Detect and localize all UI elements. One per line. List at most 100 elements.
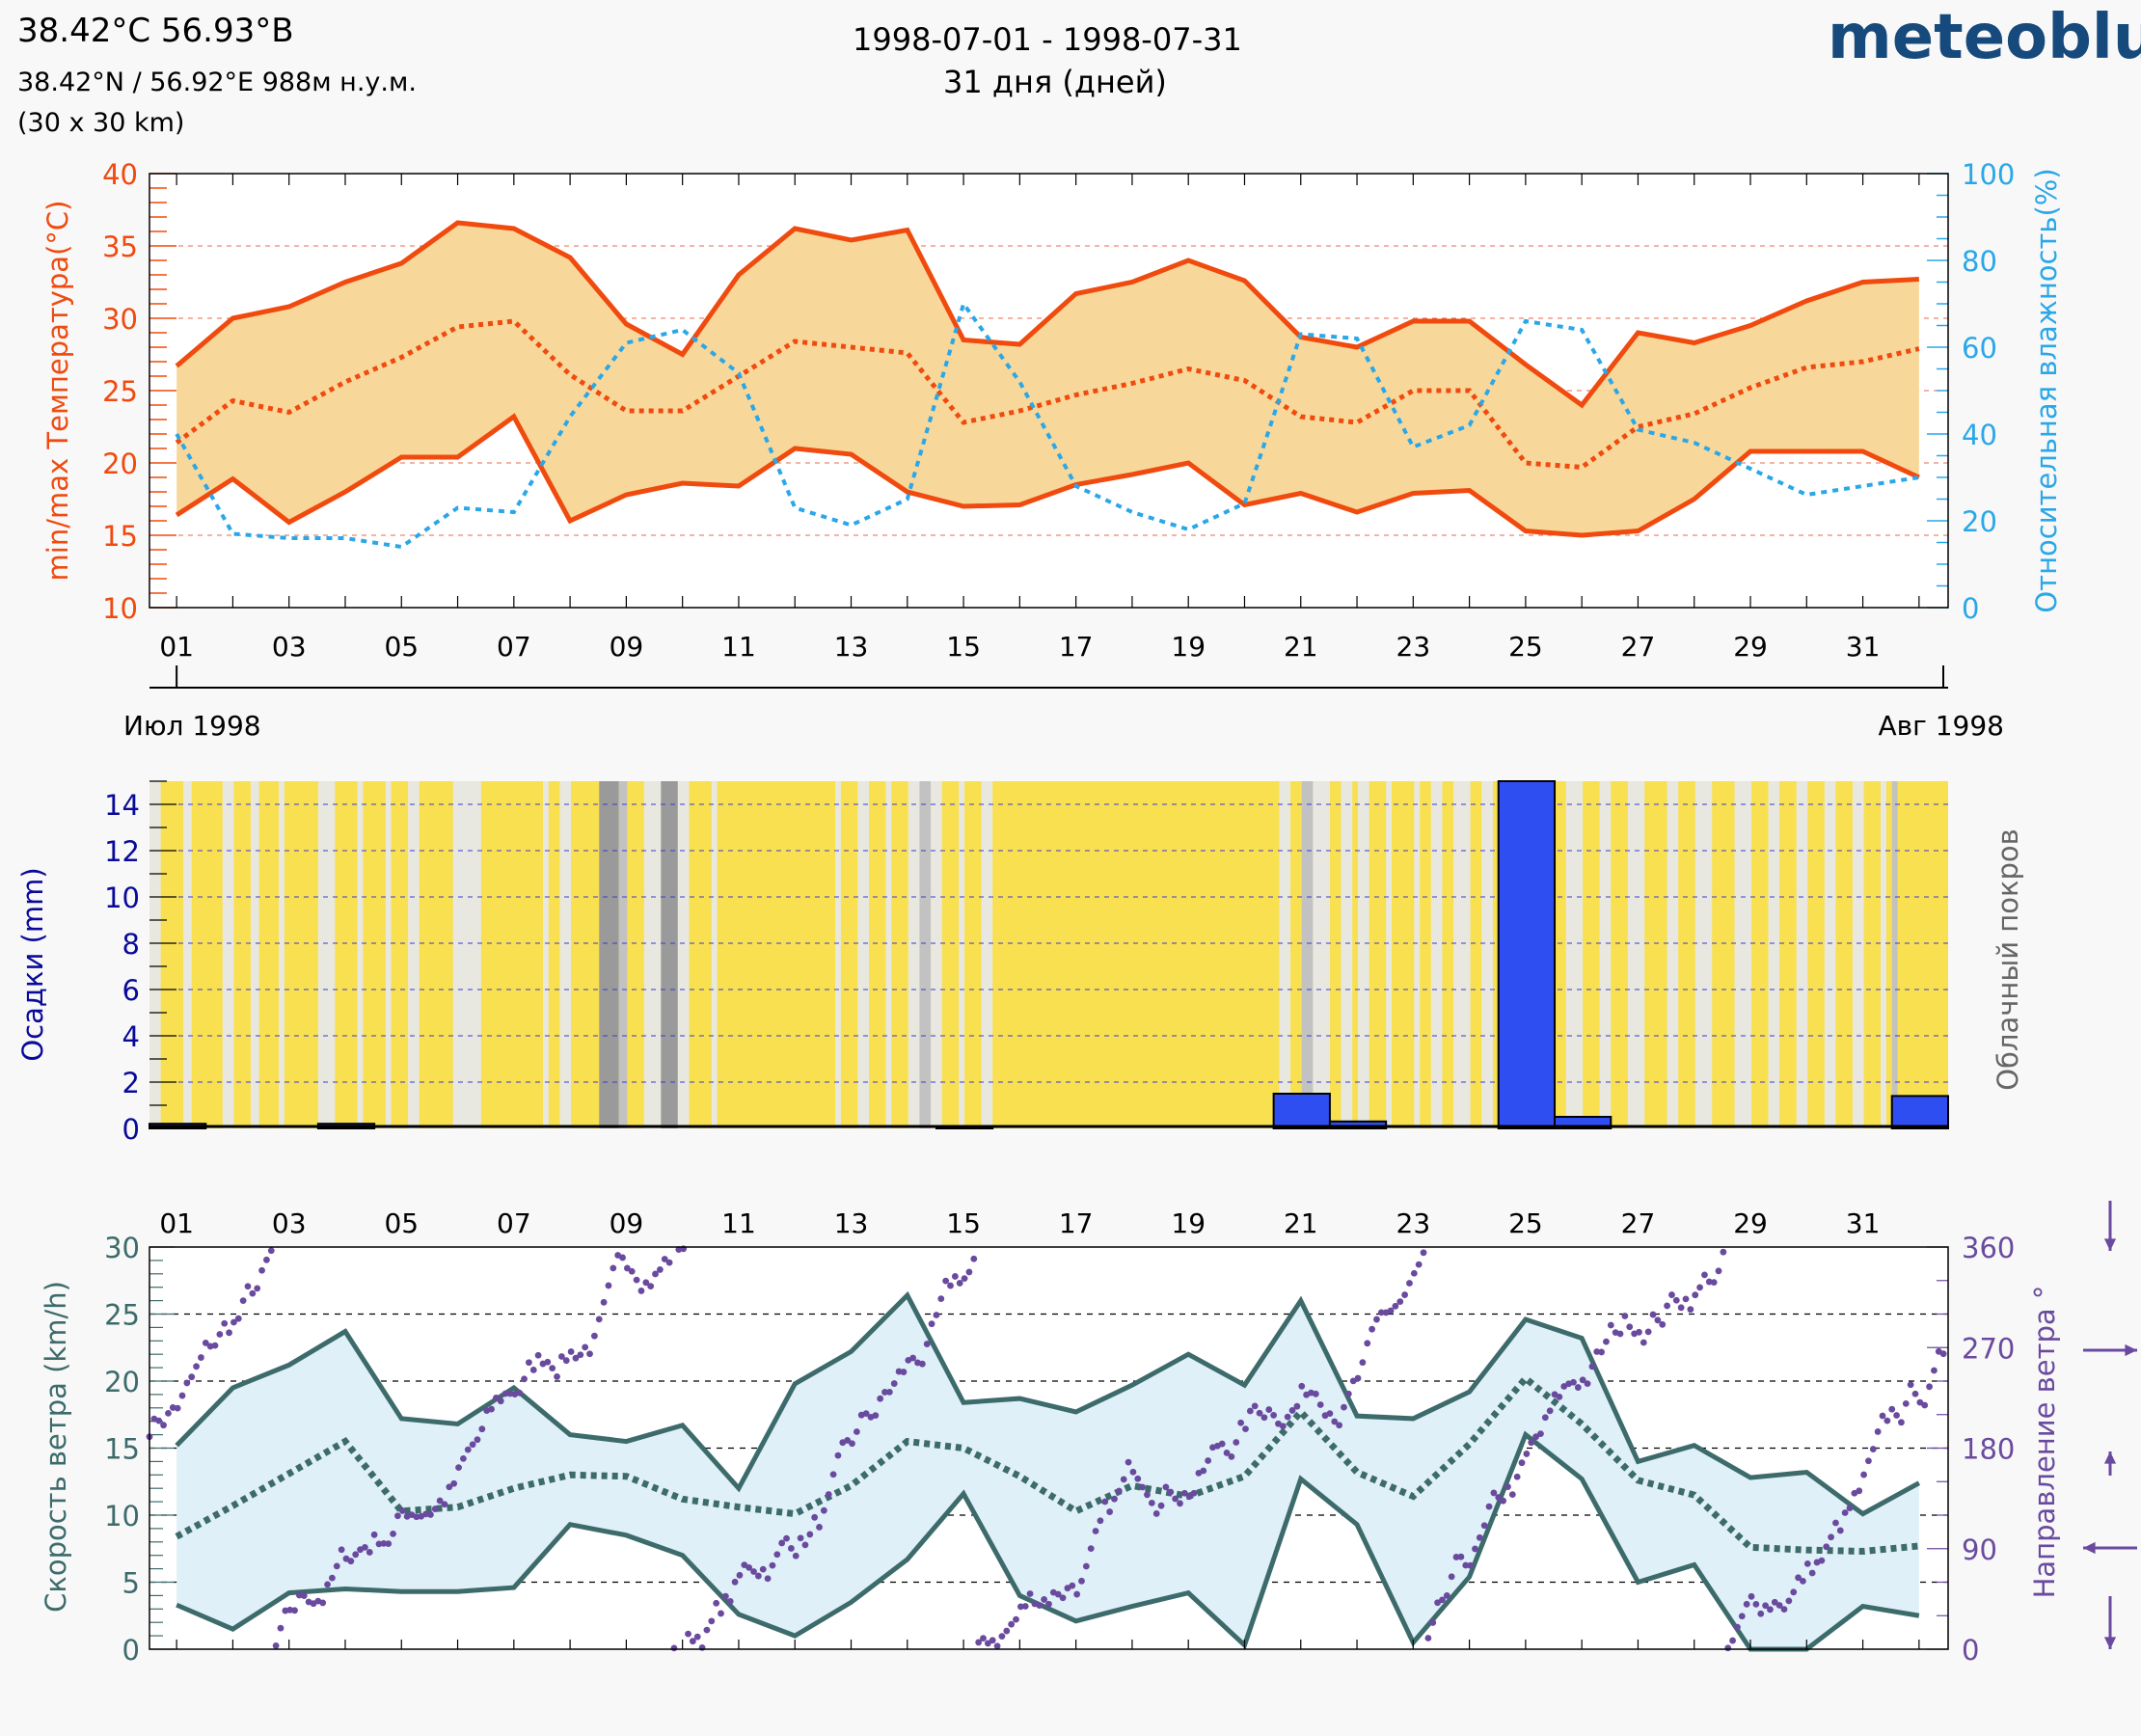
wind-direction-point bbox=[721, 1592, 729, 1600]
x-tick-label: 17 bbox=[1059, 631, 1094, 663]
wind-x-tick-label: 23 bbox=[1396, 1207, 1431, 1239]
wind-direction-point bbox=[1734, 1623, 1741, 1631]
wind-direction-point bbox=[254, 1285, 261, 1292]
wind-direction-point bbox=[174, 1404, 181, 1412]
precip-bar bbox=[1890, 1095, 1949, 1130]
wind-direction-point bbox=[1106, 1508, 1114, 1515]
cloud-cover-band bbox=[981, 781, 993, 1128]
wind-direction-point bbox=[1059, 1594, 1067, 1602]
wind-direction-point bbox=[1828, 1533, 1834, 1541]
wind-direction-point bbox=[1312, 1390, 1319, 1397]
wind-direction-point bbox=[661, 1256, 668, 1262]
wind-direction-point bbox=[1364, 1340, 1371, 1347]
coordinates-line: 38.42°N / 56.92°E 988м н.у.м. bbox=[17, 68, 417, 97]
wind-direction-point bbox=[1439, 1596, 1446, 1604]
wind-direction-point bbox=[1316, 1401, 1324, 1408]
wind-direction-point bbox=[754, 1572, 762, 1580]
temp-tick-label: 25 bbox=[102, 375, 138, 408]
cloud-cover-band bbox=[677, 781, 690, 1128]
wind-direction-point bbox=[590, 1332, 598, 1340]
wind-direction-point bbox=[923, 1341, 931, 1347]
cloud-cover-band bbox=[1796, 781, 1808, 1128]
wind-direction-point bbox=[1443, 1592, 1450, 1599]
temp-tick-label: 15 bbox=[102, 520, 138, 553]
wind-direction-point bbox=[1729, 1637, 1736, 1644]
wind-direction-point bbox=[1888, 1405, 1896, 1413]
x-tick-label: 25 bbox=[1508, 631, 1543, 663]
wind-direction-point bbox=[1344, 1390, 1352, 1397]
wind-direction-point bbox=[155, 1417, 163, 1424]
cloud-cover-band bbox=[1453, 781, 1471, 1128]
wind-direction-point bbox=[338, 1546, 345, 1554]
wind-direction-point bbox=[567, 1348, 575, 1355]
wind-direction-point bbox=[572, 1354, 580, 1362]
wind-speed-axis-label: Скорость ветра (km/h) bbox=[40, 1281, 72, 1613]
wind-direction-point bbox=[1185, 1493, 1193, 1501]
wind-direction-point bbox=[989, 1637, 996, 1644]
wind-direction-point bbox=[1036, 1602, 1043, 1610]
wind-direction-point bbox=[1832, 1519, 1839, 1527]
wind-direction-point bbox=[1429, 1619, 1437, 1626]
wind-x-tick-label: 03 bbox=[272, 1207, 307, 1239]
wind-direction-point bbox=[291, 1607, 298, 1614]
wind-x-tick-label: 07 bbox=[497, 1207, 531, 1239]
wind-direction-point bbox=[1129, 1468, 1137, 1476]
wind-direction-point bbox=[441, 1501, 448, 1508]
cloud-cover-band bbox=[1481, 781, 1493, 1128]
wind-direction-point bbox=[1177, 1500, 1183, 1507]
cloud-cover-band bbox=[385, 781, 392, 1128]
wind-direction-point bbox=[797, 1534, 804, 1542]
wind-direction-point bbox=[1406, 1280, 1413, 1287]
wind-direction-point bbox=[1808, 1569, 1816, 1577]
wind-direction-point bbox=[1279, 1423, 1287, 1430]
wind-direction-point bbox=[516, 1389, 524, 1397]
wind-direction-point bbox=[1013, 1615, 1019, 1623]
wind-direction-point bbox=[1593, 1348, 1601, 1355]
x-tick-label: 27 bbox=[1621, 631, 1656, 663]
wind-direction-point bbox=[1401, 1291, 1409, 1298]
wind-direction-point bbox=[1926, 1383, 1933, 1391]
wind-direction-point bbox=[1621, 1313, 1629, 1319]
wind-direction-point bbox=[1588, 1363, 1596, 1370]
wind-direction-point bbox=[1369, 1325, 1376, 1333]
wind-direction-point bbox=[1120, 1476, 1127, 1483]
wind-direction-point bbox=[1800, 1577, 1806, 1585]
wind-direction-point bbox=[1485, 1503, 1493, 1510]
wind-direction-point bbox=[1640, 1339, 1647, 1346]
cloud-cover-band bbox=[279, 781, 285, 1128]
wind-direction-point bbox=[764, 1575, 772, 1583]
cloud-cover-band bbox=[857, 781, 869, 1128]
direction-tick-label: 0 bbox=[1962, 1634, 1979, 1667]
wind-direction-point bbox=[385, 1540, 393, 1547]
wind-direction-point bbox=[1724, 1644, 1732, 1652]
wind-direction-point bbox=[1152, 1510, 1160, 1517]
cloud-cover-band bbox=[661, 781, 678, 1128]
wind-direction-point bbox=[1242, 1425, 1249, 1433]
direction-tick-label: 270 bbox=[1962, 1332, 2015, 1365]
cloud-cover-band bbox=[1358, 781, 1369, 1128]
wind-min-line bbox=[176, 1430, 1920, 1652]
cloud-cover-band bbox=[222, 781, 234, 1128]
south-arrow-icon-head bbox=[2103, 1451, 2117, 1464]
wind-direction-point bbox=[881, 1389, 888, 1396]
wind-direction-point bbox=[595, 1316, 603, 1323]
wind-direction-point bbox=[460, 1454, 467, 1462]
wind-direction-point bbox=[1715, 1267, 1722, 1275]
wind-direction-point bbox=[642, 1279, 650, 1287]
wind-direction-point bbox=[975, 1639, 983, 1646]
wind-direction-point bbox=[1021, 1603, 1029, 1610]
wind-direction-point bbox=[183, 1379, 191, 1387]
wind-direction-point bbox=[1720, 1248, 1727, 1256]
wind-direction-point bbox=[783, 1534, 790, 1542]
wind-direction-point bbox=[216, 1331, 224, 1338]
wind-direction-point bbox=[834, 1451, 842, 1459]
wind-direction-point bbox=[1218, 1440, 1226, 1448]
wind-direction-point bbox=[1415, 1261, 1423, 1268]
wind-direction-point bbox=[1097, 1517, 1104, 1525]
wind-direction-point bbox=[918, 1360, 926, 1368]
wind-direction-point bbox=[525, 1359, 532, 1367]
wind-direction-point bbox=[890, 1380, 898, 1387]
wind-direction-point bbox=[1270, 1411, 1278, 1419]
wind-direction-point bbox=[478, 1425, 486, 1433]
cloud-cover-band bbox=[317, 781, 336, 1128]
